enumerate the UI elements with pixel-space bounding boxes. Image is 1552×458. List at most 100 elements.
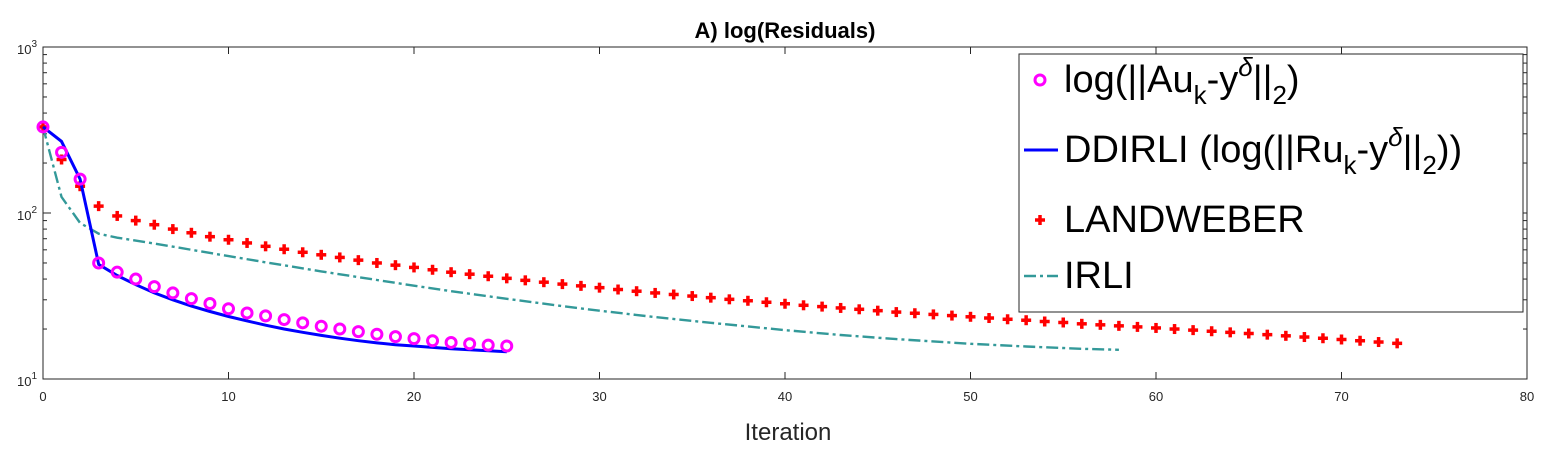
data-point-plus xyxy=(780,298,790,309)
data-point-plus xyxy=(798,300,809,311)
data-point-plus xyxy=(1169,324,1180,335)
series-line-D xyxy=(41,126,1119,351)
y-tick-label: 103 xyxy=(17,39,37,57)
legend-symbol xyxy=(1033,73,1047,87)
legend-symbol xyxy=(1035,215,1045,225)
legend: log(||Auk-yδ||2) DDIRLI (log(||Ruk-yδ||2)… xyxy=(1018,52,1524,313)
data-point-circle xyxy=(73,172,87,186)
data-point-plus xyxy=(687,291,698,302)
x-tick-label: 20 xyxy=(407,389,421,404)
x-axis-label: Iteration xyxy=(745,419,832,446)
data-point-plus xyxy=(613,284,624,295)
data-point-circle xyxy=(36,120,50,134)
data-point-plus xyxy=(297,247,308,258)
data-point-plus xyxy=(186,227,197,238)
data-point-plus xyxy=(1002,314,1013,325)
data-point-plus xyxy=(1355,335,1366,346)
data-point-circle xyxy=(463,337,477,351)
data-point-plus xyxy=(112,210,123,221)
data-point-plus xyxy=(1058,317,1069,328)
data-point-plus xyxy=(390,260,401,271)
data-point-circle xyxy=(314,319,328,333)
x-tick-label: 60 xyxy=(1149,389,1163,404)
x-tick-label: 70 xyxy=(1334,389,1348,404)
data-point-plus xyxy=(538,277,549,288)
data-point-circle xyxy=(351,325,365,339)
data-point-plus xyxy=(1280,330,1291,341)
data-point-plus xyxy=(1095,319,1106,330)
data-point-plus xyxy=(891,307,902,318)
data-point-plus xyxy=(334,252,345,263)
data-point-circle xyxy=(444,335,458,349)
legend-label: log(||Auk-yδ||2) xyxy=(1064,52,1300,110)
data-point-circle xyxy=(110,265,124,279)
legend-label: IRLI xyxy=(1064,255,1134,297)
data-point-plus xyxy=(1299,332,1310,343)
data-point-circle xyxy=(203,296,217,310)
data-point-plus xyxy=(1262,329,1273,340)
x-tick-label: 40 xyxy=(778,389,792,404)
data-point-plus xyxy=(242,237,253,248)
data-point-circle xyxy=(407,332,421,346)
data-point-plus xyxy=(1076,318,1087,329)
data-point-circle xyxy=(370,327,384,341)
data-point-plus xyxy=(631,286,642,297)
data-point-plus xyxy=(409,262,419,273)
data-point-plus xyxy=(575,280,586,291)
data-point-circle xyxy=(55,145,69,159)
data-point-plus xyxy=(1225,327,1236,338)
data-point-plus xyxy=(965,311,976,322)
legend-box xyxy=(1018,53,1524,313)
data-point-plus xyxy=(520,275,531,286)
series-D xyxy=(41,126,1119,351)
data-point-plus xyxy=(279,244,290,255)
data-point-plus xyxy=(353,255,364,266)
data-point-plus xyxy=(835,302,846,313)
x-tick-label: 80 xyxy=(1520,389,1534,404)
data-point-circle xyxy=(92,256,106,270)
data-point-plus xyxy=(724,294,735,305)
data-point-plus xyxy=(1243,328,1254,339)
y-tick-label: 101 xyxy=(17,371,37,389)
data-point-plus xyxy=(130,215,141,226)
data-point-plus xyxy=(501,273,512,284)
data-point-plus xyxy=(1151,322,1161,333)
data-point-plus xyxy=(761,297,772,308)
legend-item: IRLI xyxy=(1024,255,1134,297)
y-axis: 101 102 103 xyxy=(17,39,1527,389)
data-point-plus xyxy=(594,282,605,293)
data-point-circle xyxy=(147,280,161,294)
data-point-plus xyxy=(371,257,382,268)
data-point-circle xyxy=(184,292,198,306)
data-point-circle xyxy=(277,313,291,327)
data-point-plus xyxy=(204,231,215,242)
data-point-plus xyxy=(928,309,939,320)
data-point-plus xyxy=(1336,334,1347,345)
data-point-plus xyxy=(705,292,716,303)
data-point-plus xyxy=(1373,337,1384,348)
legend-label: LANDWEBER xyxy=(1064,199,1305,241)
data-point-plus xyxy=(93,201,104,212)
series-C xyxy=(38,121,1403,349)
data-point-plus xyxy=(223,234,234,245)
data-point-plus xyxy=(483,271,494,282)
data-point-circle xyxy=(388,330,402,344)
legend-label: DDIRLI (log(||Ruk-yδ||2)) xyxy=(1064,122,1462,180)
legend-item: log(||Auk-yδ||2) xyxy=(1033,52,1300,110)
data-point-plus xyxy=(464,269,475,280)
data-point-circle xyxy=(240,306,254,320)
data-point-plus xyxy=(1132,321,1143,332)
data-point-plus xyxy=(668,289,679,300)
data-point-plus xyxy=(446,267,457,278)
data-point-plus xyxy=(854,304,865,315)
data-point-plus xyxy=(817,301,828,312)
series-A xyxy=(36,120,514,353)
data-point-plus xyxy=(1392,338,1403,349)
data-point-plus xyxy=(946,310,957,321)
data-point-circle xyxy=(222,302,235,316)
data-point-plus xyxy=(650,287,661,298)
legend-item: DDIRLI (log(||Ruk-yδ||2)) xyxy=(1024,122,1462,180)
data-point-circle xyxy=(166,286,180,300)
data-point-plus xyxy=(1039,316,1050,327)
data-point-plus xyxy=(909,308,920,319)
